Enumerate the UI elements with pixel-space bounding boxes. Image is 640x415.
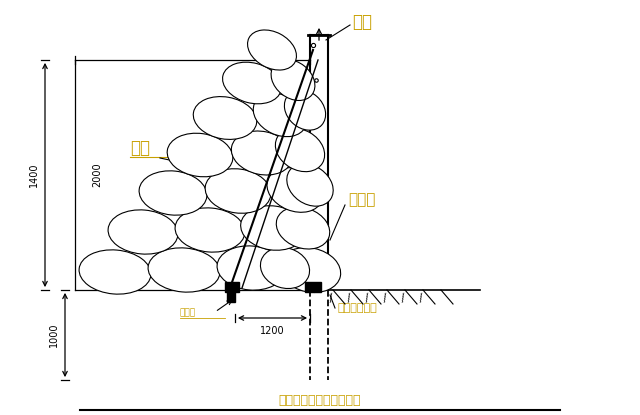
Text: 1200: 1200 — [260, 326, 285, 336]
Text: /: / — [346, 293, 353, 304]
Ellipse shape — [148, 248, 220, 292]
Ellipse shape — [139, 171, 207, 215]
Text: 临水面: 临水面 — [348, 193, 376, 208]
Text: 1000: 1000 — [49, 323, 59, 347]
Text: /: / — [364, 293, 371, 304]
Ellipse shape — [253, 93, 307, 137]
Text: /: / — [417, 293, 424, 304]
Bar — [305, 282, 321, 292]
Ellipse shape — [271, 59, 315, 100]
Ellipse shape — [223, 62, 282, 104]
Ellipse shape — [231, 131, 292, 175]
Text: /: / — [328, 293, 335, 304]
Ellipse shape — [284, 90, 326, 130]
Ellipse shape — [205, 169, 271, 213]
Ellipse shape — [275, 128, 324, 172]
Ellipse shape — [193, 97, 257, 139]
Ellipse shape — [79, 250, 151, 294]
Ellipse shape — [217, 246, 285, 290]
Ellipse shape — [276, 207, 330, 249]
Text: 木楔子: 木楔子 — [180, 308, 196, 317]
Ellipse shape — [248, 30, 296, 70]
Ellipse shape — [175, 208, 245, 252]
Ellipse shape — [241, 206, 305, 250]
Text: /: / — [399, 293, 406, 304]
Bar — [227, 290, 235, 302]
Text: 围墙墙体钢管沙袋加固图: 围墙墙体钢管沙袋加固图 — [279, 393, 361, 407]
Ellipse shape — [267, 168, 323, 212]
Ellipse shape — [279, 247, 340, 293]
Text: 砂袋: 砂袋 — [130, 139, 150, 157]
Text: 1400: 1400 — [29, 163, 39, 187]
Text: 围挡: 围挡 — [352, 13, 372, 31]
Ellipse shape — [287, 164, 333, 206]
Text: /: / — [381, 293, 388, 304]
Text: 2000: 2000 — [92, 163, 102, 187]
Text: 钢管打入土体: 钢管打入土体 — [338, 303, 378, 313]
Ellipse shape — [108, 210, 178, 254]
Bar — [225, 282, 239, 292]
Ellipse shape — [260, 247, 310, 288]
Ellipse shape — [167, 133, 233, 177]
